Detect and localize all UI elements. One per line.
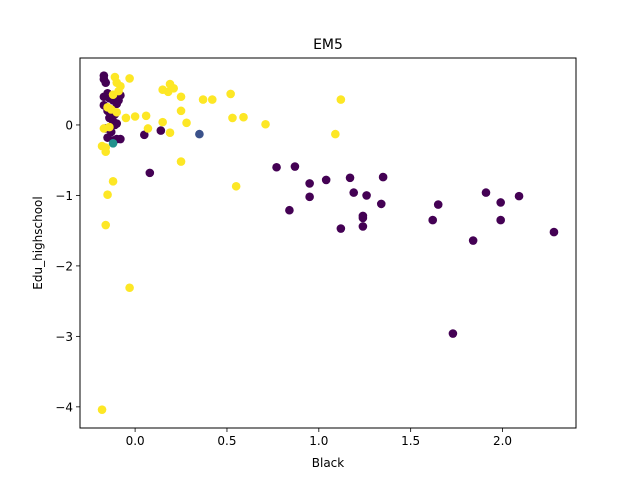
data-point xyxy=(182,118,191,128)
data-point xyxy=(336,95,346,104)
data-point xyxy=(125,283,134,293)
y-axis: −4 −3 −2 −1 0 xyxy=(55,118,80,414)
data-point xyxy=(433,200,443,209)
points-layer xyxy=(97,71,559,414)
data-point xyxy=(362,191,371,200)
data-point xyxy=(158,117,167,127)
data-point xyxy=(514,191,524,201)
data-point xyxy=(376,199,386,209)
data-point xyxy=(336,224,346,233)
data-point xyxy=(108,138,118,148)
data-point xyxy=(125,74,134,83)
data-point xyxy=(305,192,314,202)
data-point xyxy=(116,134,125,144)
data-point xyxy=(141,111,151,121)
y-tick-label: −1 xyxy=(55,189,73,203)
data-point xyxy=(207,95,217,104)
data-point xyxy=(481,188,491,197)
data-point xyxy=(272,162,281,172)
chart-title: EM5 xyxy=(313,37,343,53)
plot-frame xyxy=(79,57,577,429)
data-point xyxy=(112,107,122,117)
data-point xyxy=(261,119,270,129)
data-point xyxy=(331,129,340,139)
data-point xyxy=(176,106,186,116)
data-point xyxy=(145,168,155,178)
data-point xyxy=(290,162,300,171)
data-point xyxy=(176,92,186,102)
y-tick-label: −3 xyxy=(55,330,73,344)
data-point xyxy=(108,90,118,99)
data-point xyxy=(231,181,241,191)
data-point xyxy=(226,89,235,99)
data-point xyxy=(468,236,478,245)
data-point xyxy=(169,84,178,93)
y-tick-label: 0 xyxy=(65,118,73,132)
data-point xyxy=(105,122,114,132)
data-point xyxy=(176,157,186,166)
data-point xyxy=(101,147,111,157)
data-point xyxy=(97,405,107,414)
data-point xyxy=(378,172,388,182)
data-point xyxy=(239,112,248,122)
data-point xyxy=(143,124,153,133)
data-point xyxy=(101,78,111,87)
data-point xyxy=(156,126,166,135)
data-point xyxy=(140,130,149,140)
data-point xyxy=(549,227,559,237)
data-point xyxy=(321,175,331,185)
y-tick-label: −2 xyxy=(55,259,73,273)
data-point xyxy=(165,128,175,137)
y-tick-label: −4 xyxy=(55,400,73,414)
y-axis-label: Edu_highschool xyxy=(31,196,45,289)
x-tick-label: 1.5 xyxy=(401,434,420,448)
x-axis: 0.0 0.5 1.0 1.5 2.0 xyxy=(126,428,512,448)
x-axis-label: Black xyxy=(312,456,345,470)
data-point xyxy=(496,198,505,207)
data-point xyxy=(285,205,294,215)
data-point xyxy=(195,129,204,139)
data-point xyxy=(345,173,355,183)
data-point xyxy=(130,112,140,121)
data-point xyxy=(121,113,131,123)
x-tick-label: 0.5 xyxy=(217,434,236,448)
x-tick-label: 0.0 xyxy=(126,434,145,448)
data-point xyxy=(358,213,368,223)
data-point xyxy=(358,222,368,231)
data-point xyxy=(228,113,237,123)
data-point xyxy=(305,179,314,188)
data-point xyxy=(103,190,112,200)
data-point xyxy=(198,95,208,104)
data-point xyxy=(496,215,505,225)
data-point xyxy=(101,220,111,230)
x-tick-label: 1.0 xyxy=(309,434,328,448)
data-point xyxy=(448,329,458,338)
data-point xyxy=(349,188,359,197)
x-tick-label: 2.0 xyxy=(493,434,512,448)
data-point xyxy=(428,215,438,225)
data-point xyxy=(108,177,118,186)
